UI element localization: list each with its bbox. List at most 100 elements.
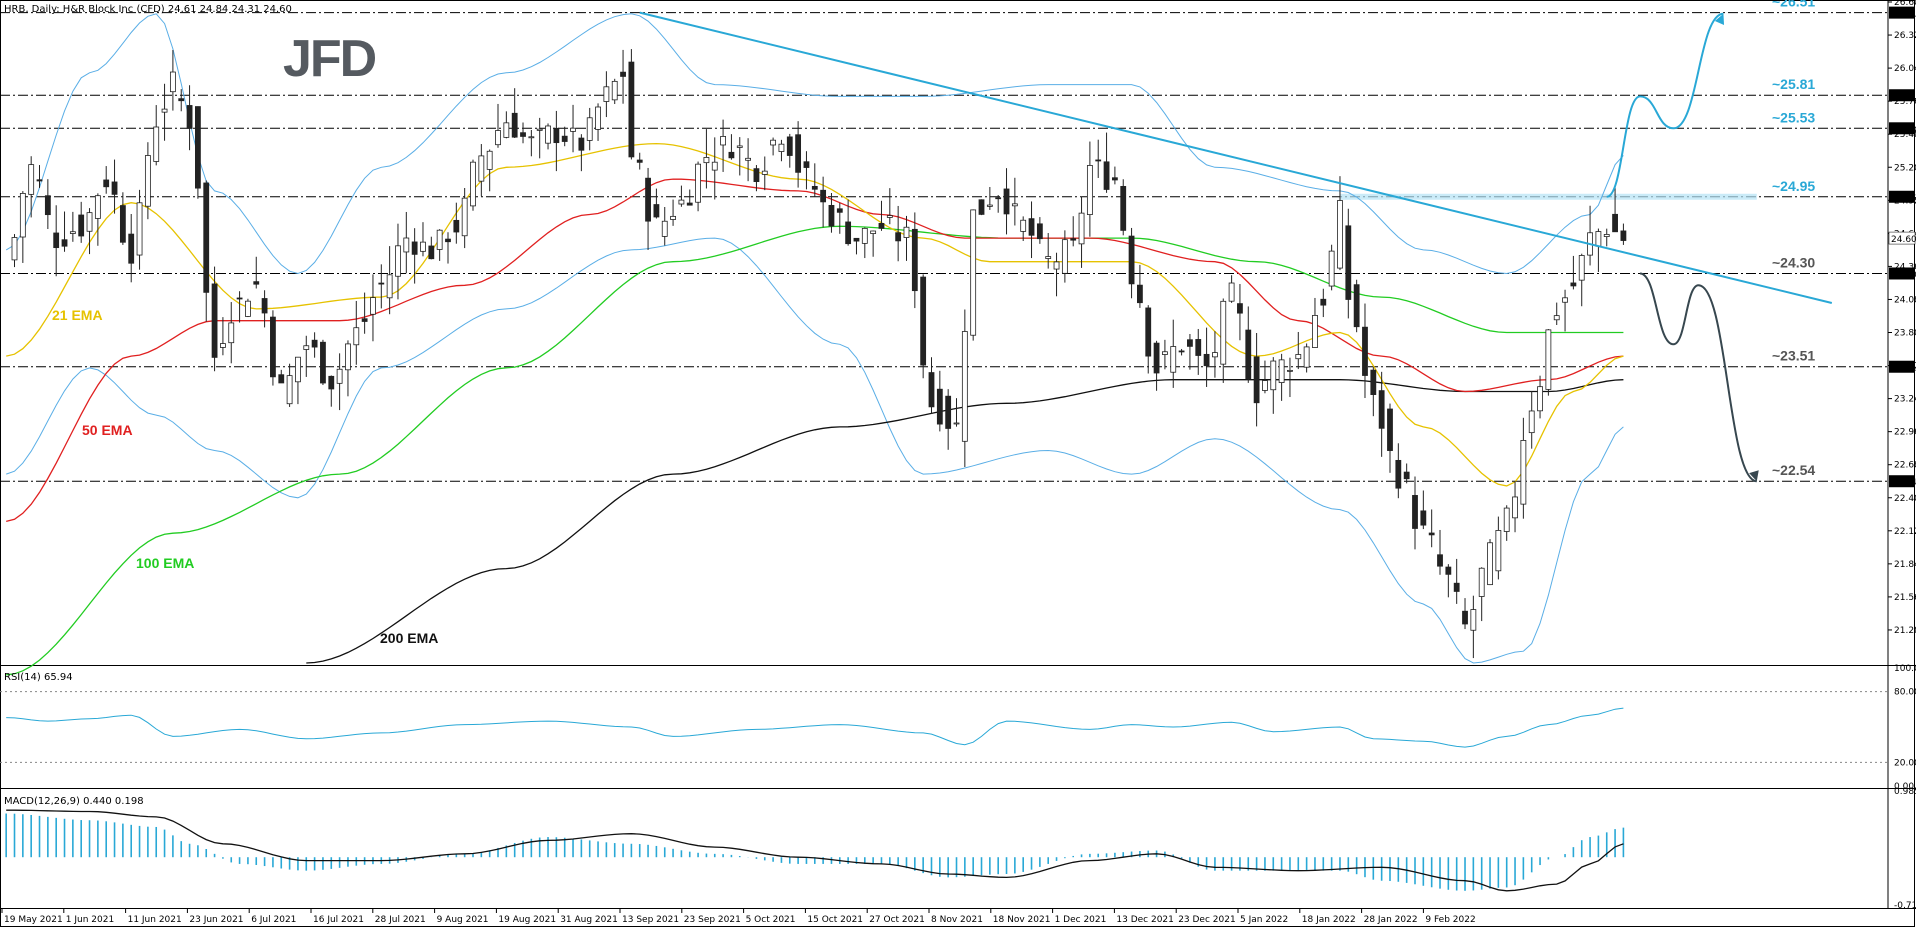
candle-up [436,229,443,250]
candle-down [936,388,943,425]
candle-up [144,155,151,207]
level-label: ~24.95 [1772,178,1815,194]
bearish-scenario-arrow-head [1749,470,1759,482]
rsi-label: RSI(14) 65.94 [4,672,73,683]
candle-up [169,71,176,93]
candle-down [128,233,135,264]
candle-down [561,135,568,142]
candle-down [361,318,368,322]
series-bollinger-upper [5,13,1624,275]
candle-up [711,161,718,171]
candle-up [695,163,701,203]
x-tick-label: 1 Jun 2021 [66,915,114,925]
candle-up [1470,609,1477,631]
candle-down [895,232,902,242]
candle-up [286,375,293,405]
candle-up [153,126,160,162]
candle-down [1195,339,1202,356]
candle-up [1545,329,1552,390]
candle-down [1120,186,1127,231]
candle-down [119,205,126,243]
candle-up [1478,567,1485,597]
candle-up [970,209,977,336]
candle-down [1353,284,1360,328]
y-tick-label: 26.32 [1894,31,1916,41]
candle-up [1337,200,1343,269]
x-tick-label: 28 Jan 2022 [1364,915,1418,925]
candle-down [628,61,635,158]
candle-down [795,134,802,173]
candle-up [1053,261,1060,270]
y-tick-label: 23.24 [1894,395,1916,405]
candle-up [1170,346,1177,373]
candle-down [945,395,952,429]
candle-up [861,227,868,244]
candle-up [69,231,76,234]
candle-down [636,159,643,163]
candle-down [1445,566,1452,575]
candle-up [1495,530,1502,572]
y-tick-label: 23.80 [1894,329,1916,339]
candle-down [1620,230,1627,241]
candle-up [761,170,768,175]
candle-down [61,239,68,247]
candle-up [1503,507,1510,532]
candle-up [528,136,535,139]
current-price-label: 24.60 [1891,235,1916,245]
candle-down [1378,390,1385,429]
candle-down [428,245,435,260]
level-label: ~23.51 [1772,348,1815,364]
candle-up [770,139,777,146]
candle-down [1420,510,1427,526]
candle-up [386,274,393,299]
x-tick-label: 23 Sep 2021 [684,915,741,925]
level-axis-tag [1889,267,1915,280]
y-tick-label: 25.76 [1894,97,1916,107]
candle-up [595,106,601,130]
candle-down [620,71,626,77]
x-tick-label: 23 Jun 2021 [189,915,243,925]
candle-up [611,80,618,101]
y-tick-label: 21.84 [1894,560,1916,570]
candle-up [736,145,743,148]
ema-label: 100 EMA [136,555,194,571]
x-tick-label: 27 Oct 2021 [869,915,925,925]
x-tick-label: 18 Jan 2022 [1302,915,1356,925]
candle-down [1237,303,1243,314]
candle-down [686,202,693,206]
candle-down [1128,235,1135,285]
candle-up [503,122,510,138]
candle-down [186,105,193,129]
level-label: ~26.51 [1772,0,1815,10]
candle-down [1036,223,1043,240]
y-tick-label: 24.36 [1894,262,1916,272]
candle-down [995,197,1002,200]
candle-up [395,245,401,277]
candle-down [1253,356,1260,404]
level-label: ~24.30 [1772,254,1815,270]
candle-up [1212,352,1218,358]
candle-up [136,202,143,256]
candle-up [1295,354,1302,360]
x-tick-label: 1 Dec 2021 [1055,915,1107,925]
x-tick-label: 13 Dec 2021 [1116,915,1174,925]
candle-down [1403,471,1410,480]
candle-up [19,193,26,238]
candle-up [1520,440,1527,505]
x-tick-label: 8 Nov 2021 [931,915,983,925]
candle-up [28,164,35,195]
candle-up [303,345,310,350]
candle-up [678,199,685,205]
x-tick-label: 11 Jun 2021 [128,915,182,925]
y-tick-label: 26.04 [1894,64,1916,74]
candle-up [353,327,360,346]
y-tick-label: 25.48 [1894,130,1916,140]
candle-up [1011,203,1018,207]
candle-down [411,241,418,255]
y-tick-label: 22.12 [1894,527,1916,537]
candle-down [1245,329,1252,380]
candle-down [853,237,860,242]
candle-up [161,108,168,113]
